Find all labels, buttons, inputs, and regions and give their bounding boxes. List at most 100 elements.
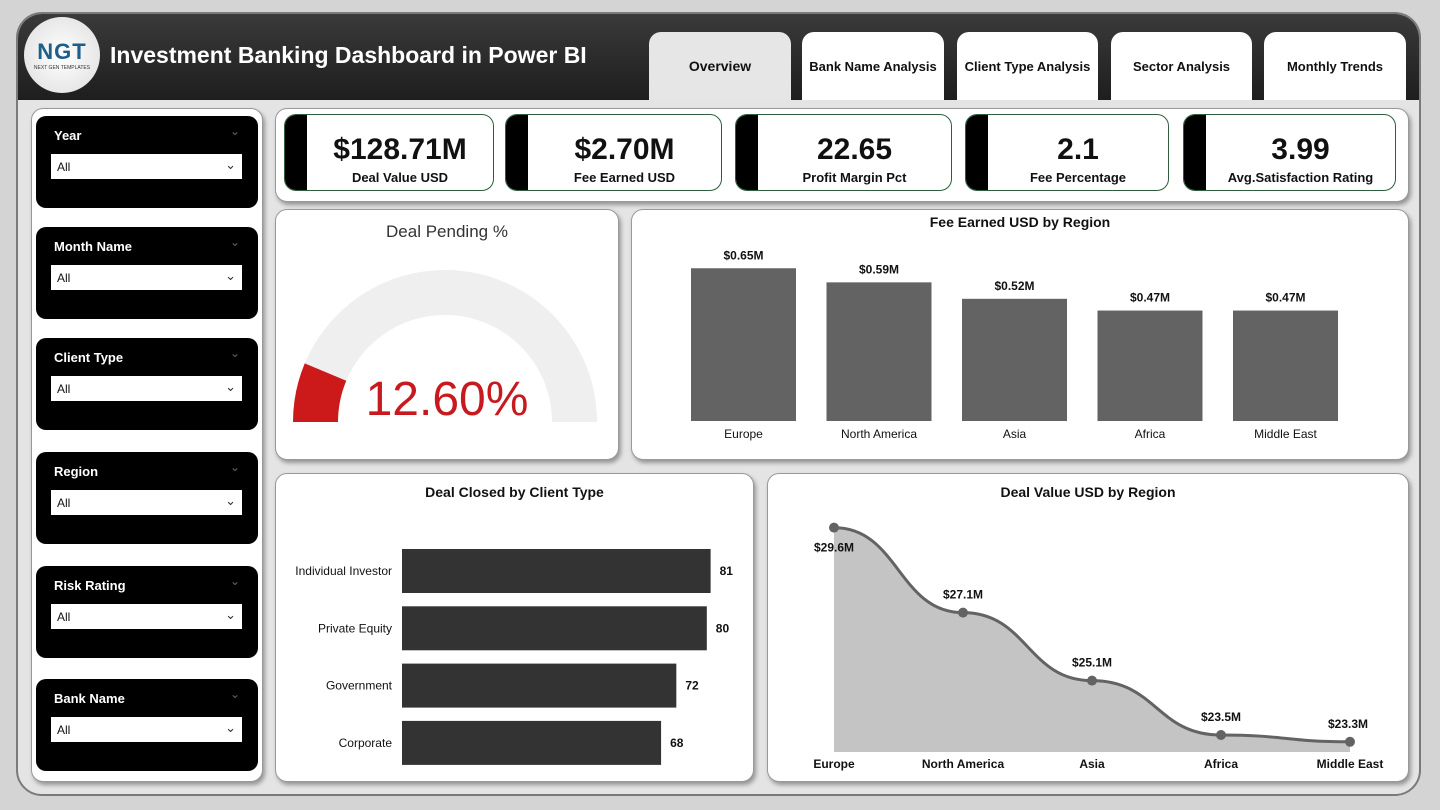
kpi-accent-band (736, 115, 758, 190)
slicer-label: Month Name (54, 239, 132, 254)
deal-pending-gauge-card: Deal Pending % 12.60% (275, 209, 619, 460)
collapse-chevron-icon[interactable]: ⌄ (229, 124, 240, 138)
chart-title: Deal Value USD by Region (1000, 484, 1176, 500)
tab-monthly-trends[interactable]: Monthly Trends (1264, 32, 1406, 100)
data-label: 72 (685, 679, 699, 693)
slicer-dropdown-region[interactable]: All ⌄ (51, 490, 242, 515)
data-label: 81 (720, 564, 734, 578)
x-tick-label: North America (841, 427, 917, 441)
selected-value: All (57, 496, 71, 510)
data-label: $25.1M (1072, 656, 1112, 670)
logo-text: NGT (37, 39, 87, 64)
kpi-label: Avg.Satisfaction Rating (1227, 170, 1374, 185)
data-point (1345, 736, 1355, 747)
slicer-year: Year ⌄ All ⌄ (36, 116, 258, 208)
collapse-chevron-icon[interactable]: ⌄ (229, 574, 240, 588)
data-label: $0.47M (1130, 291, 1170, 305)
x-tick-label: Europe (724, 427, 763, 441)
slicer-dropdown-risk-rating[interactable]: All ⌄ (51, 604, 242, 629)
chevron-down-icon: ⌄ (225, 493, 236, 508)
chevron-down-icon: ⌄ (225, 607, 236, 622)
bar-africa (1097, 310, 1203, 421)
logo-subtext: NEXT GEN TEMPLATES (33, 65, 91, 71)
bar-government (402, 663, 677, 708)
slicer-label: Risk Rating (54, 578, 126, 593)
bar-middle-east (1233, 310, 1338, 421)
slicer-label: Year (54, 128, 82, 143)
chart-title: Fee Earned USD by Region (929, 214, 1111, 230)
slicer-dropdown-client-type[interactable]: All ⌄ (51, 376, 242, 401)
kpi-card-avg-satisfaction-rating: 3.99 Avg.Satisfaction Rating (1183, 114, 1396, 191)
kpi-label: Fee Earned USD (573, 170, 676, 185)
tab-client-type-analysis[interactable]: Client Type Analysis (957, 32, 1098, 100)
slicer-label: Region (54, 464, 99, 479)
data-label: $27.1M (943, 588, 983, 602)
selected-value: All (57, 271, 71, 285)
slicer-month-name: Month Name ⌄ All ⌄ (36, 227, 258, 319)
data-point (1216, 730, 1226, 740)
kpi-value: 2.1 (1057, 133, 1099, 166)
data-label: $0.47M (1265, 291, 1305, 305)
data-point (829, 522, 839, 533)
gauge-chart: 12.60% (293, 270, 597, 426)
kpi-card-profit-margin-pct: 22.65 Profit Margin Pct (735, 114, 952, 191)
collapse-chevron-icon[interactable]: ⌄ (229, 235, 240, 249)
kpi-value: 3.99 (1271, 133, 1330, 166)
kpi-card-fee-earned-usd: $2.70M Fee Earned USD (505, 114, 722, 191)
data-label: $23.5M (1201, 710, 1241, 724)
x-tick-label: North America (922, 757, 1005, 771)
data-label: 80 (716, 621, 730, 635)
kpi-accent-band (506, 115, 528, 190)
chevron-down-icon: ⌄ (225, 157, 236, 172)
filter-panel: Year ⌄ All ⌄ Month Name ⌄ All ⌄ Client Type ⌄ All ⌄… (31, 108, 263, 782)
collapse-chevron-icon[interactable]: ⌄ (229, 687, 240, 701)
collapse-chevron-icon[interactable]: ⌄ (229, 460, 240, 474)
tab-sector-analysis[interactable]: Sector Analysis (1111, 32, 1252, 100)
gauge-value-label: 12.60% (366, 373, 529, 426)
gauge-fill (293, 363, 347, 422)
chevron-down-icon: ⌄ (225, 379, 236, 394)
selected-value: All (57, 382, 71, 396)
slicer-dropdown-year[interactable]: All ⌄ (51, 154, 242, 179)
kpi-card-fee-percentage: 2.1 Fee Percentage (965, 114, 1169, 191)
fee-bar-chart: $0.65M Europe $0.59M North America $0.52M Asi… (691, 248, 1338, 441)
kpi-accent-band (1184, 115, 1206, 190)
kpi-label: Profit Margin Pct (802, 170, 907, 185)
deal-closed-card: Deal Closed by Client Type 81 Individual … (275, 473, 754, 782)
logo: NGT NEXT GEN TEMPLATES (24, 17, 100, 93)
y-tick-label: Corporate (339, 736, 393, 750)
data-label: $0.65M (723, 248, 763, 262)
data-label: $0.59M (859, 262, 899, 276)
data-point (1087, 675, 1097, 686)
data-point (958, 607, 968, 618)
bar-asia (962, 298, 1067, 421)
kpi-value: $128.71M (333, 133, 467, 166)
slicer-dropdown-bank-name[interactable]: All ⌄ (51, 717, 242, 742)
x-tick-label: Asia (1003, 427, 1027, 441)
slicer-region: Region ⌄ All ⌄ (36, 452, 258, 544)
chevron-down-icon: ⌄ (225, 268, 236, 283)
tab-overview[interactable]: Overview (649, 32, 791, 100)
kpi-accent-band (285, 115, 307, 190)
kpi-label: Fee Percentage (1029, 170, 1127, 185)
data-label: 68 (670, 736, 684, 750)
bar-north-america (826, 282, 932, 421)
tab-bank-name-analysis[interactable]: Bank Name Analysis (802, 32, 944, 100)
slicer-label: Bank Name (54, 691, 125, 706)
collapse-chevron-icon[interactable]: ⌄ (229, 346, 240, 360)
kpi-card-deal-value-usd: $128.71M Deal Value USD (284, 114, 494, 191)
area-fill (834, 527, 1350, 752)
x-tick-label: Europe (813, 757, 855, 771)
kpi-value: 22.65 (816, 133, 893, 166)
y-tick-label: Individual Investor (295, 564, 392, 578)
bar-europe (691, 268, 796, 421)
x-tick-label: Africa (1135, 427, 1166, 441)
slicer-dropdown-month-name[interactable]: All ⌄ (51, 265, 242, 290)
area-line (833, 526, 1351, 744)
slicer-bank-name: Bank Name ⌄ All ⌄ (36, 679, 258, 771)
chart-title: Deal Closed by Client Type (425, 484, 604, 500)
selected-value: All (57, 610, 71, 624)
selected-value: All (57, 723, 71, 737)
page-title: Investment Banking Dashboard in Power BI (110, 42, 587, 68)
chart-title: Deal Pending % (386, 222, 508, 241)
